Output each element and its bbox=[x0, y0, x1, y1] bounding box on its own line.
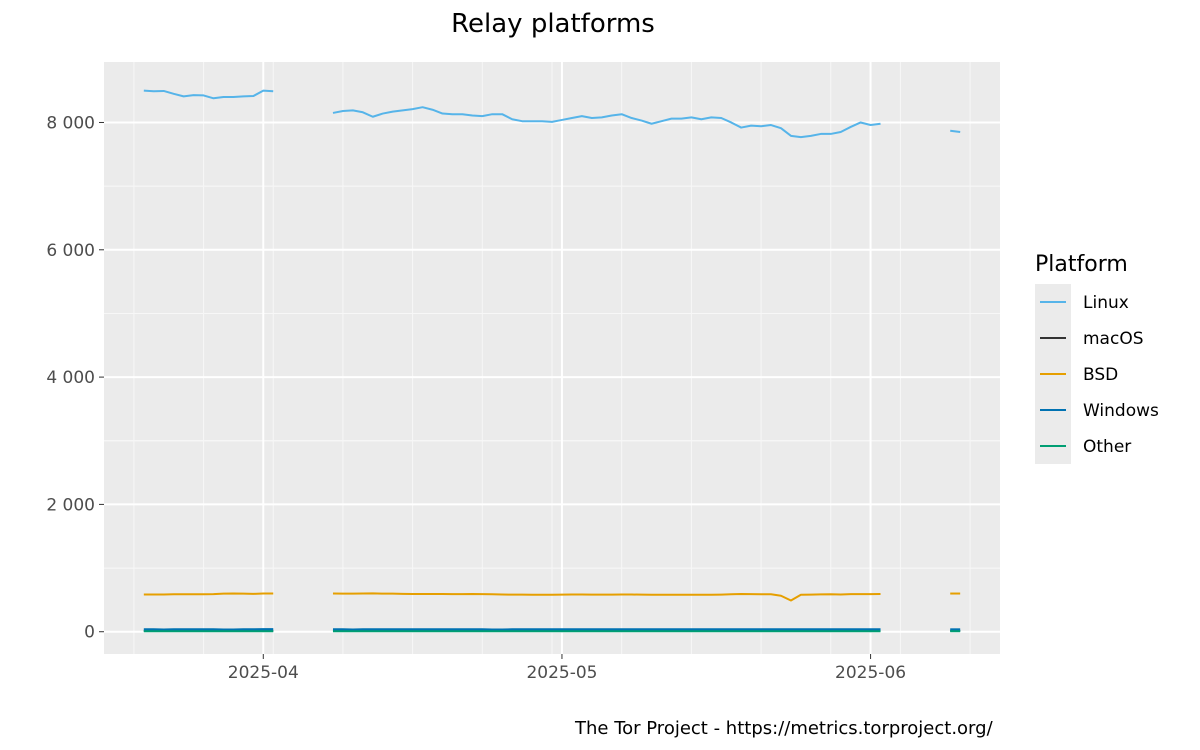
series-line-bsd bbox=[143, 592, 274, 596]
y-axis: 0 2 000 4 000 6 000 8 000 bbox=[46, 113, 104, 643]
legend-label-bsd: BSD bbox=[1083, 365, 1118, 385]
x-tick-label: 2025-06 bbox=[835, 663, 906, 683]
legend: Platform Linux macOS BSD Windows Other bbox=[1035, 252, 1159, 464]
legend-label-windows: Windows bbox=[1083, 401, 1159, 421]
source-caption: The Tor Project - https://metrics.torpro… bbox=[575, 718, 993, 739]
legend-label-other: Other bbox=[1083, 437, 1131, 457]
grid-minor bbox=[104, 62, 1000, 654]
x-axis: 2025-04 2025-05 2025-06 bbox=[228, 654, 906, 683]
x-tick-label: 2025-04 bbox=[228, 663, 299, 683]
series-line-linux bbox=[143, 89, 274, 100]
y-tick-label: 0 bbox=[84, 623, 95, 643]
y-tick-label: 2 000 bbox=[46, 495, 95, 515]
legend-label-macos: macOS bbox=[1083, 329, 1144, 349]
legend-label-linux: Linux bbox=[1083, 293, 1129, 313]
series-line-linux bbox=[950, 129, 961, 134]
series-layer bbox=[143, 89, 961, 633]
y-tick-label: 8 000 bbox=[46, 113, 95, 133]
legend-title: Platform bbox=[1035, 252, 1128, 277]
series-line-bsd bbox=[332, 592, 881, 602]
y-tick-label: 4 000 bbox=[46, 368, 95, 388]
y-tick-label: 6 000 bbox=[46, 241, 95, 261]
series-line-linux bbox=[332, 106, 881, 139]
x-tick-label: 2025-05 bbox=[526, 663, 597, 683]
chart-title: Relay platforms bbox=[451, 9, 655, 39]
legend-items: Linux macOS BSD Windows Other bbox=[1040, 293, 1159, 457]
